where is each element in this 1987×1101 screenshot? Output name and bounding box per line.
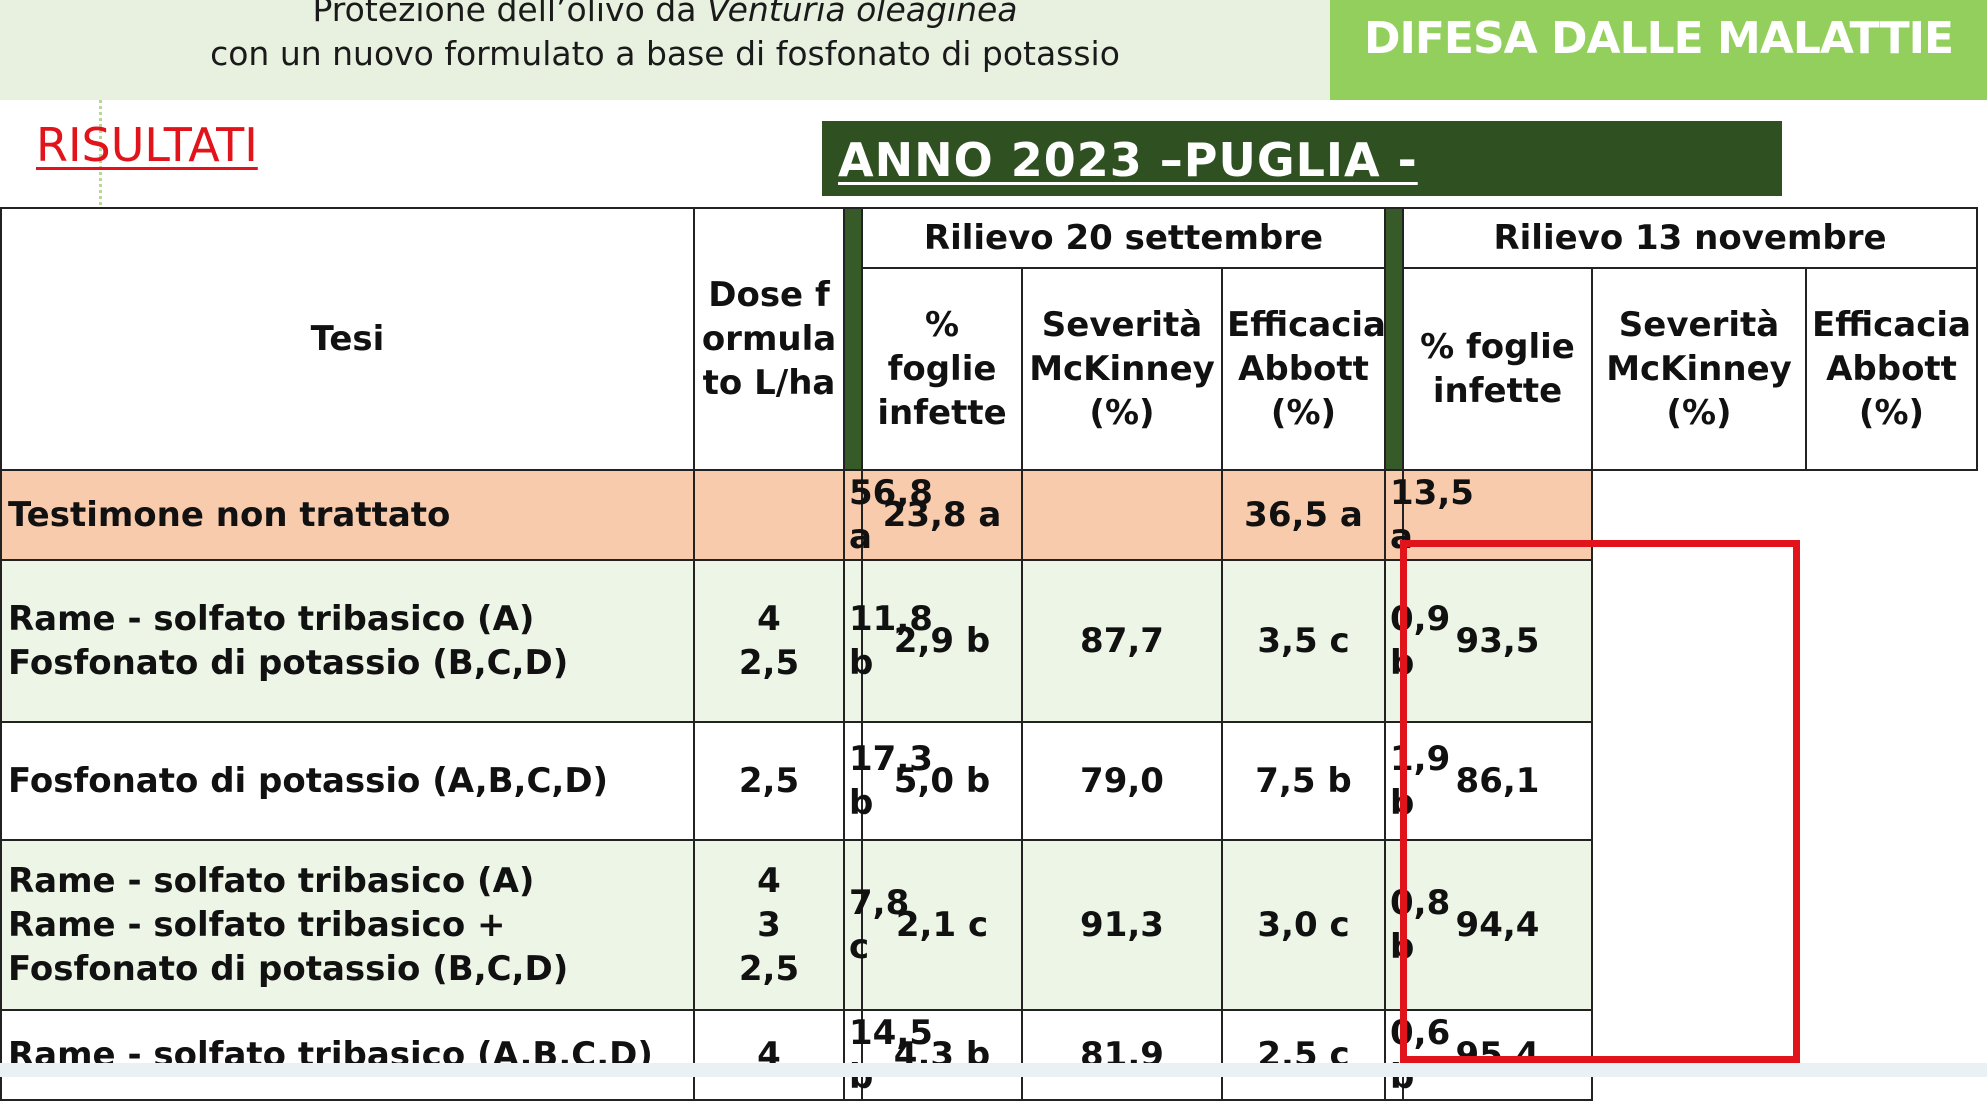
subheader-foglie: % foglie infette (861, 267, 1023, 471)
subheader-efficacia: Efficacia Abbott (%) (1804, 267, 1979, 471)
cell-sep-foglie: 56,8 a (843, 469, 933, 561)
title-italic: Venturia oleaginea (706, 0, 1018, 29)
table-row: Rame - solfato tribasico (A) Rame - solf… (0, 839, 1977, 1011)
cell-sep-efficacia: 91,3 (1021, 839, 1223, 1011)
title-line2: con un nuovo formulato a base di fosfona… (210, 34, 1120, 73)
cell-sep-efficacia (1021, 469, 1223, 561)
cell-nov-efficacia: 94,4 (1402, 839, 1593, 1011)
subheader-severita: Severità McKinney (%) (1591, 267, 1807, 471)
results-table: Tesi Dose formulato L/ha Rilievo 20 sett… (0, 207, 1979, 1101)
cell-sep-foglie: 7,8 c (843, 839, 909, 1011)
cell-nov-foglie: 3,5 c (1221, 559, 1386, 723)
cell-sep-efficacia: 87,7 (1021, 559, 1223, 723)
cell-dose (693, 469, 845, 561)
group-header-november: Rilievo 13 novembre (1401, 207, 1979, 269)
section-label: RISULTATI (36, 118, 258, 172)
cell-dose: 4 2,5 (693, 559, 845, 723)
cell-nov-efficacia: 86,1 (1402, 721, 1593, 841)
cell-nov-foglie: 7,5 b (1221, 721, 1386, 841)
column-separator (1384, 207, 1404, 471)
bottom-strip (0, 1063, 1987, 1077)
col-header-dose: Dose formulato L/ha (693, 207, 845, 471)
cell-sep-severita: 23,8 a (861, 469, 1023, 561)
dotted-divider (99, 100, 102, 205)
cell-sep-foglie: 17,3 b (843, 721, 933, 841)
subheader-severita: Severità McKinney (%) (1021, 267, 1223, 471)
cell-tesi: Testimone non trattato (0, 469, 695, 561)
cell-nov-severita: 0,8 b (1384, 839, 1450, 1011)
cell-tesi: Rame - solfato tribasico (A) Fosfonato d… (0, 559, 695, 723)
subheader-foglie: % foglie infette (1402, 267, 1593, 471)
cell-tesi: Rame - solfato tribasico (A,B,C,D) (0, 1009, 695, 1101)
cell-sep-severita: 2,1 c (861, 839, 1023, 1011)
cell-sep-foglie: 11,8 b (843, 559, 933, 723)
slide-title: Protezione dell’olivo da Venturia oleagi… (0, 0, 1330, 76)
cell-nov-severita: 1,9 b (1384, 721, 1450, 841)
cell-sep-severita: 5,0 b (861, 721, 1023, 841)
group-header-september: Rilievo 20 settembre (861, 207, 1386, 269)
header-band (0, 0, 1330, 100)
cell-sep-efficacia: 81,9 (1021, 1009, 1223, 1101)
table-row: Rame - solfato tribasico (A,B,C,D)414,5 … (0, 1009, 1977, 1101)
table-row: Fosfonato di potassio (A,B,C,D)2,517,3 b… (0, 721, 1977, 841)
subheader-efficacia: Efficacia Abbott (%) (1221, 267, 1386, 471)
title-prefix: Protezione dell’olivo da (312, 0, 707, 29)
cell-dose: 2,5 (693, 721, 845, 841)
table-row: Rame - solfato tribasico (A) Fosfonato d… (0, 559, 1977, 723)
cell-tesi: Rame - solfato tribasico (A) Rame - solf… (0, 839, 695, 1011)
cell-sep-efficacia: 79,0 (1021, 721, 1223, 841)
cell-nov-foglie: 3,0 c (1221, 839, 1386, 1011)
cell-dose: 4 3 2,5 (693, 839, 845, 1011)
cell-sep-foglie: 14,5 b (843, 1009, 933, 1101)
cell-sep-severita: 2,9 b (861, 559, 1023, 723)
col-header-tesi: Tesi (0, 207, 695, 471)
cell-nov-efficacia: 93,5 (1402, 559, 1593, 723)
category-badge: DIFESA DALLE MALATTIE (1330, 0, 1987, 100)
cell-nov-severita: 13,5 a (1384, 469, 1474, 561)
table-row: Testimone non trattato 56,8 a23,8 a 36,5 a… (0, 469, 1977, 561)
table-body: Testimone non trattato 56,8 a23,8 a 36,5 a… (0, 469, 1977, 1101)
year-banner: ANNO 2023 –PUGLIA - MASSAFRA(TA) (822, 121, 1782, 265)
cell-nov-foglie: 36,5 a (1221, 469, 1386, 561)
cell-nov-severita: 0,6 b (1384, 1009, 1450, 1101)
cell-nov-severita: 0,9 b (1384, 559, 1450, 723)
cell-tesi: Fosfonato di potassio (A,B,C,D) (0, 721, 695, 841)
column-separator (843, 207, 863, 471)
cell-nov-foglie: 2,5 c (1221, 1009, 1386, 1101)
cell-dose: 4 (693, 1009, 845, 1101)
